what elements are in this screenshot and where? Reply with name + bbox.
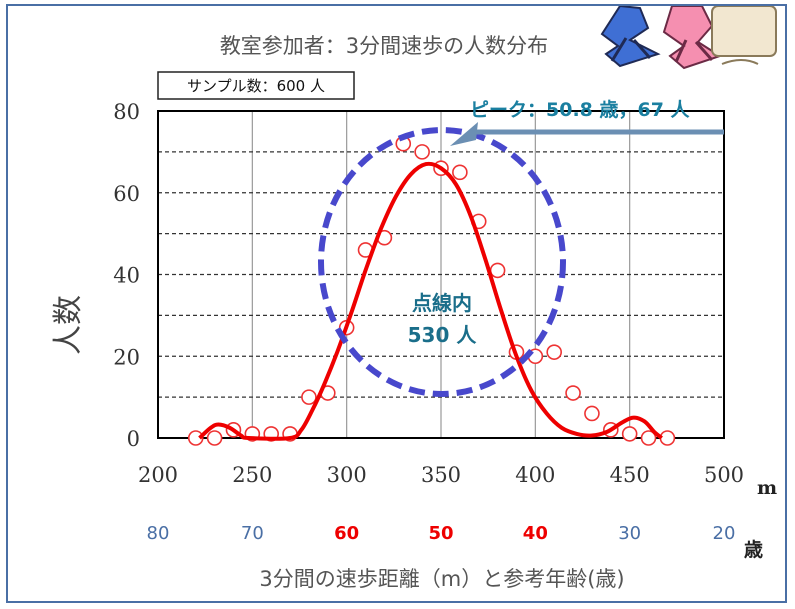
data-point (452, 164, 468, 181)
data-point (584, 405, 600, 422)
x-tick-label: 250 (232, 463, 272, 487)
x-axis-title: 3分間の速歩距離（m）と参考年齢(歳) (259, 567, 624, 591)
sample-size-box: サンプル数：600 人 (157, 71, 355, 100)
chart-title: 教室参加者：3分間速歩の人数分布 (220, 34, 548, 58)
data-point (489, 262, 506, 279)
age-tick-label: 80 (147, 523, 170, 544)
x-tick-label: 400 (515, 463, 555, 487)
data-point (640, 430, 657, 446)
x-tick-label: 500 (704, 463, 744, 487)
data-point (187, 430, 204, 446)
age-unit-label: 歳 (744, 539, 763, 561)
data-point (659, 430, 676, 446)
y-tick-label: 40 (113, 264, 140, 288)
y-tick-label: 0 (127, 427, 140, 451)
x-unit-label: m (757, 477, 777, 499)
age-tick-label: 60 (334, 523, 359, 544)
y-tick-labels: 0 20 40 60 80 (113, 100, 140, 451)
x-tick-label: 450 (610, 463, 650, 487)
data-point (621, 426, 638, 442)
dashed-ellipse (318, 127, 566, 397)
data-point (206, 430, 223, 446)
data-point (301, 389, 317, 405)
fitted-curve (198, 161, 663, 441)
y-tick-label: 80 (113, 100, 140, 124)
peak-arrow-head (450, 122, 478, 146)
y-tick-label: 20 (113, 345, 140, 369)
walkers-illustration (600, 6, 777, 70)
data-point (414, 144, 430, 160)
age-tick-label: 20 (713, 523, 736, 544)
x-tick-label: 350 (421, 463, 461, 487)
x-tick-label: 300 (327, 463, 367, 487)
data-point (546, 344, 563, 360)
plot-border (157, 110, 725, 439)
sample-size-label: サンプル数：600 人 (187, 77, 325, 95)
chart-canvas: 教室参加者：3分間速歩の人数分布 サンプル数：600 人 人数 02040608… (51, 6, 777, 591)
data-point (565, 385, 581, 401)
peak-callout: ピーク：50.8 歳，67 人 (450, 99, 724, 146)
x-tick-labels: 200 250 300 350 400 450 500 (138, 463, 744, 487)
x-tick-label: 200 (138, 463, 178, 487)
age-tick-label: 50 (428, 523, 453, 544)
age-tick-labels: 80 70 60 50 40 30 20 (147, 523, 736, 544)
age-tick-label: 40 (523, 523, 548, 544)
y-tick-label: 60 (113, 182, 140, 206)
y-axis-title: 人数 (51, 295, 86, 355)
figure-frame: 教室参加者：3分間速歩の人数分布 サンプル数：600 人 人数 0 20 40 60 8… (6, 4, 787, 603)
peak-label: ピーク：50.8 歳，67 人 (470, 99, 691, 121)
age-tick-label: 70 (241, 523, 264, 544)
ellipse-label-region: 点線内 (412, 291, 472, 315)
ellipse-label-count: 530 人 (408, 323, 478, 347)
age-tick-label: 30 (618, 523, 641, 544)
